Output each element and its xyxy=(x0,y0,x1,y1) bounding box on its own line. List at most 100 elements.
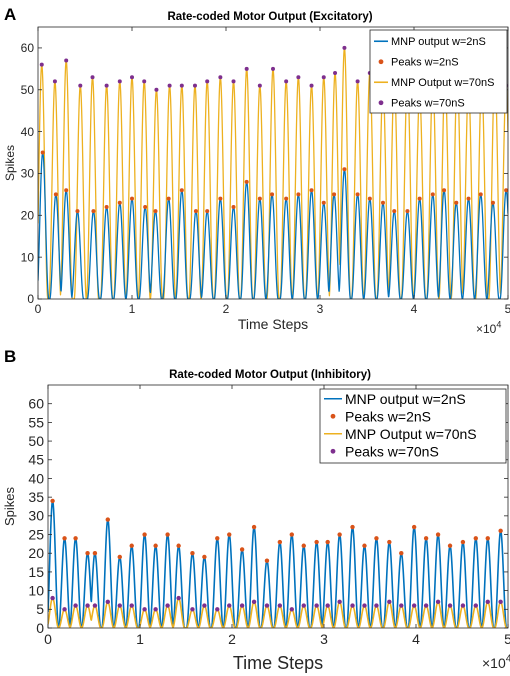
panel-a-x-tick-label: 5 xyxy=(505,302,510,316)
panel-b-peak-marker-w2ns xyxy=(498,528,503,533)
panel-a-peak-marker-w70ns xyxy=(342,45,347,50)
panel-a-peak-marker-w2ns xyxy=(193,209,198,214)
panel-a-peak-marker-w2ns xyxy=(53,192,58,197)
panel-b-legend-label: MNP output w=2nS xyxy=(345,391,466,407)
panel-b-peak-marker-w70ns xyxy=(498,599,503,605)
panel-b-peak-marker-w2ns xyxy=(277,539,283,545)
panel-b-y-tick-label: 25 xyxy=(28,526,44,542)
panel-b-peak-marker-w2ns xyxy=(301,543,306,548)
panel-b-peak-marker-w2ns xyxy=(314,539,319,545)
panel-b-peak-marker-w70ns xyxy=(314,603,319,608)
panel-b-peak-marker-w2ns xyxy=(165,532,170,537)
panel-a-peak-marker-w2ns xyxy=(143,204,148,209)
panel-b-peak-marker-w2ns xyxy=(423,536,429,541)
panel-a-x-tick-label: 1 xyxy=(129,302,136,316)
panel-a-peak-marker-w70ns xyxy=(154,87,159,92)
panel-b-peak-marker-w70ns xyxy=(62,607,67,612)
panel-b-y-tick-label: 45 xyxy=(28,452,44,468)
panel-b-x-tick-label: 0 xyxy=(44,631,52,647)
panel-a-x-tick-label: 3 xyxy=(317,302,324,316)
panel-b-peak-marker-w70ns xyxy=(325,603,330,608)
panel-a-peak-marker-w2ns xyxy=(218,196,223,201)
panel-b-y-tick-label: 35 xyxy=(28,489,44,505)
panel-a-y-tick-label: 10 xyxy=(21,250,35,264)
panel-b-y-tick-label: 20 xyxy=(28,545,44,561)
panel-a-peak-marker-w2ns xyxy=(205,209,210,214)
panel-b-peak-marker-w2ns xyxy=(73,536,78,541)
panel-a-peak-marker-w2ns xyxy=(332,192,337,197)
panel-b-peak-marker-w2ns xyxy=(447,543,453,548)
panel-b-x-tick-label: 5 xyxy=(504,631,510,647)
panel-a-peak-marker-w70ns xyxy=(218,75,223,80)
panel-b-series-group xyxy=(48,500,508,628)
panel-b-peak-marker-w2ns xyxy=(239,547,245,552)
panel-b-x-tick-label: 3 xyxy=(320,631,328,647)
panel-b-peak-marker-w2ns xyxy=(325,539,330,545)
panel-a-peak-marker-w70ns xyxy=(52,79,57,84)
panel-b-legend-box xyxy=(319,388,507,464)
panel-a-peak-marker-w70ns xyxy=(192,83,197,88)
panel-b-peak-marker-w70ns xyxy=(215,607,220,612)
panel-a-letter: A xyxy=(4,5,16,24)
panel-b-peak-marker-w70ns xyxy=(301,603,306,608)
panel-b-letter: B xyxy=(4,347,16,366)
panel-a-peak-marker-w2ns xyxy=(417,196,422,201)
panel-b-legend-swatch-marker xyxy=(330,413,336,419)
panel-b-y-tick-label: 5 xyxy=(36,601,44,617)
panel-a-peak-marker-w2ns xyxy=(40,150,45,155)
panel-a-peak-marker-w70ns xyxy=(39,62,44,67)
panel-b-line-w70ns xyxy=(48,597,508,628)
panel-a-peak-marker-w2ns xyxy=(231,204,236,209)
panel-b-peak-marker-w70ns xyxy=(362,603,367,608)
panel-b-y-tick-label: 40 xyxy=(28,470,44,486)
panel-a-x-tick-label: 2 xyxy=(223,302,230,316)
panel-b-legend-label: MNP Output w=70nS xyxy=(345,426,477,442)
panel-b-peak-marker-w70ns xyxy=(153,607,158,612)
panel-a-peak-marker-w2ns xyxy=(166,196,171,201)
panel-a-title: Rate-coded Motor Output (Excitatory) xyxy=(167,11,372,23)
panel-b-peak-marker-w70ns xyxy=(190,607,195,612)
panel-b-peak-marker-w2ns xyxy=(117,554,122,560)
panel-a-peak-marker-w2ns xyxy=(75,209,80,214)
panel-a-peak-marker-w2ns xyxy=(392,209,397,214)
panel-a-peak-marker-w70ns xyxy=(296,75,301,80)
panel-a-peak-marker-w2ns xyxy=(296,192,301,197)
panel-b-peak-marker-w70ns xyxy=(435,599,441,605)
panel-b-peak-marker-w2ns xyxy=(129,543,134,548)
panel-b-peak-marker-w2ns xyxy=(92,551,98,556)
panel-a-peak-marker-w2ns xyxy=(270,192,275,197)
panel-b-y-tick-label: 55 xyxy=(28,414,44,430)
panel-a-peak-marker-w2ns xyxy=(104,204,109,209)
panel-b-title: Rate-coded Motor Output (Inhibitory) xyxy=(169,369,371,381)
panel-a-peak-marker-w2ns xyxy=(380,200,385,205)
panel-b-peak-marker-w2ns xyxy=(227,532,232,537)
panel-b-x-exponent-power: 4 xyxy=(506,653,510,665)
panel-b-legend-label: Peaks w=2nS xyxy=(345,408,431,424)
panel-a-peak-marker-w2ns xyxy=(284,196,289,201)
panel-a-peak-marker-w70ns xyxy=(78,83,83,88)
panel-b-y-tick-label: 60 xyxy=(28,396,44,412)
panel-a-peak-marker-w2ns xyxy=(478,192,483,197)
panel-a-peak-marker-w2ns xyxy=(117,200,122,205)
panel-a-peak-marker-w2ns xyxy=(257,196,262,201)
panel-b-peak-marker-w70ns xyxy=(142,607,147,612)
panel-a-y-tick-label: 60 xyxy=(21,41,35,55)
panel-b-y-tick-label: 0 xyxy=(36,620,44,636)
panel-a-peak-marker-w2ns xyxy=(490,200,495,205)
panel-a-peak-marker-w70ns xyxy=(321,75,326,80)
panel-b-x-exponent-label: ×104 xyxy=(482,653,510,671)
panel-b-peak-marker-w70ns xyxy=(85,603,90,608)
panel-b-peak-marker-w2ns xyxy=(387,539,392,545)
panel-b-peak-marker-w70ns xyxy=(399,603,404,608)
panel-a-peak-marker-w2ns xyxy=(309,188,314,193)
panel-a-x-exponent-power: 4 xyxy=(496,320,501,330)
panel-a-peak-marker-w70ns xyxy=(333,71,338,76)
panel-b-peak-marker-w2ns xyxy=(142,532,147,537)
panel-a-legend-swatch-marker xyxy=(378,100,384,106)
panel-a-y-tick-label: 20 xyxy=(21,209,35,223)
panel-a-peak-marker-w2ns xyxy=(179,188,184,193)
panel-b-peak-marker-w2ns xyxy=(176,543,181,548)
panel-b-y-tick-label: 50 xyxy=(28,433,44,449)
panel-b-peak-marker-w70ns xyxy=(202,603,207,608)
